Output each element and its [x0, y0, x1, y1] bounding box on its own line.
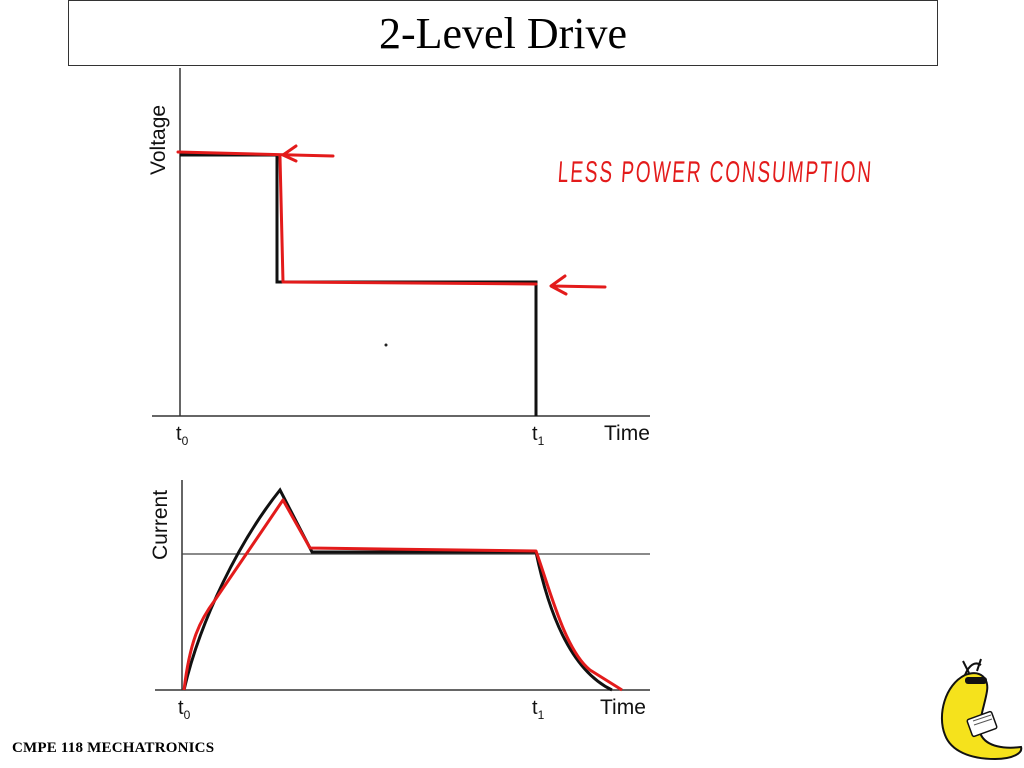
- current-tick-t1: t1: [532, 697, 545, 722]
- voltage-tick-t0: t0: [176, 423, 189, 448]
- slide-title: 2-Level Drive: [379, 8, 627, 58]
- voltage-plot: Voltage t0 t1 Time: [147, 68, 650, 448]
- voltage-red-trace-low: [278, 155, 538, 286]
- voltage-waveform: [180, 153, 538, 416]
- current-plot: Current t0 t1 Time: [149, 480, 650, 722]
- current-ylabel: Current: [149, 490, 172, 560]
- speck: [384, 343, 388, 347]
- voltage-tick-t1: t1: [532, 423, 545, 448]
- arrow-low-level-icon: [549, 274, 607, 296]
- title-box: 2-Level Drive: [68, 0, 938, 66]
- voltage-ylabel: Voltage: [147, 105, 170, 175]
- annotation-text: LESS POWER CONSUMPTION: [557, 156, 874, 189]
- voltage-xlabel: Time: [604, 422, 650, 445]
- banana-slug-mascot-icon: [940, 658, 1023, 761]
- current-xlabel: Time: [600, 696, 646, 719]
- footer-course-label: CMPE 118 MECHATRONICS: [12, 740, 215, 756]
- current-waveform: [182, 487, 613, 692]
- arrow-high-level-icon: [281, 144, 298, 163]
- voltage-red-trace-high: [176, 150, 335, 158]
- current-tick-t0: t0: [178, 697, 191, 722]
- current-red-trace: [182, 498, 623, 692]
